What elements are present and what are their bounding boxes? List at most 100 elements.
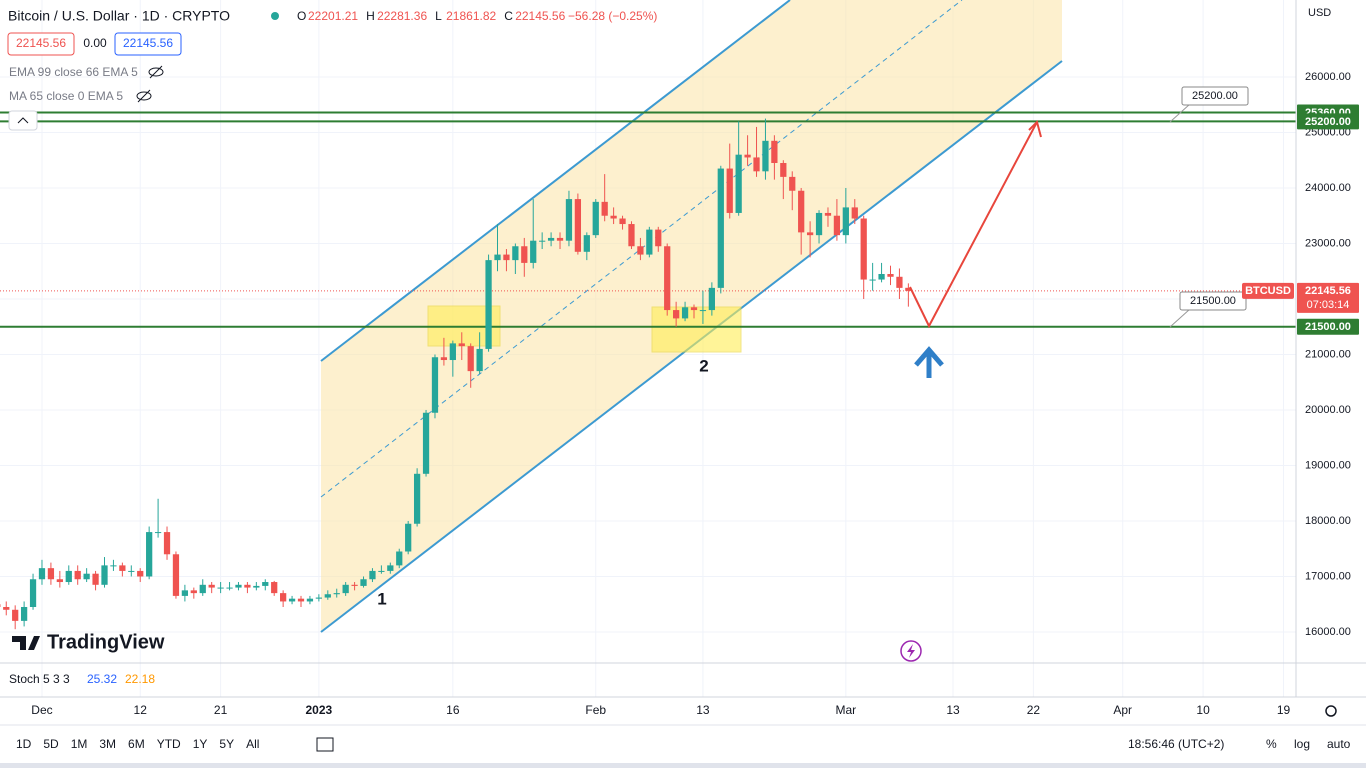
collapse-button[interactable] (9, 111, 37, 130)
candle-body (834, 216, 840, 235)
candle-body (441, 357, 447, 360)
x-tick-label: Apr (1113, 703, 1132, 717)
candle-body (360, 579, 366, 586)
y-tick-label: 19000.00 (1305, 459, 1351, 471)
candle-body (789, 177, 795, 191)
candle-body (727, 169, 733, 213)
range-button[interactable]: All (246, 737, 259, 751)
candle-body (709, 288, 715, 310)
clock: 18:56:46 (UTC+2) (1128, 737, 1224, 751)
candle-body (101, 565, 107, 584)
bid[interactable]: 22145.56 (16, 36, 66, 50)
candle-body (655, 230, 661, 247)
candle-body (512, 246, 518, 260)
y-tick-label: 17000.00 (1305, 570, 1351, 582)
bottom-strip (0, 763, 1366, 768)
candle-body (155, 532, 161, 533)
candle-body (235, 585, 241, 588)
range-button[interactable]: 3M (99, 737, 116, 751)
candle-body (539, 241, 545, 242)
candle-body (602, 202, 608, 216)
candle-body (753, 157, 759, 171)
candle-body (744, 155, 750, 158)
ohlc-key: O (297, 9, 306, 23)
candle-body (200, 585, 206, 593)
x-tick-label: 22 (1027, 703, 1041, 717)
candle-body (557, 238, 563, 241)
candle-body (369, 571, 375, 579)
x-tick-label: 13 (696, 703, 710, 717)
y-tick-label: 16000.00 (1305, 626, 1351, 638)
candle-body (289, 599, 295, 602)
x-tick-label: 16 (446, 703, 460, 717)
candle-body (280, 593, 286, 601)
candle-body (146, 532, 152, 576)
range-button[interactable]: 6M (128, 737, 145, 751)
candle-body (593, 202, 599, 235)
candle-body (771, 141, 777, 163)
callout: 25200.00 (1192, 90, 1238, 102)
range-button[interactable]: 5D (43, 737, 59, 751)
candle-body (307, 599, 313, 602)
indicator[interactable]: MA 65 close 0 EMA 5 (9, 89, 123, 103)
candle-body (825, 213, 831, 216)
x-tick-label: 12 (134, 703, 148, 717)
candle-body (816, 213, 822, 235)
candle-body (584, 235, 590, 252)
option[interactable]: log (1294, 737, 1310, 751)
x-tick-label: 13 (946, 703, 960, 717)
y-tick-label: 26000.00 (1305, 71, 1351, 83)
candle-body (610, 216, 616, 219)
candle-body (343, 585, 349, 593)
candle-body (253, 586, 259, 588)
y-tick-label: 21000.00 (1305, 348, 1351, 360)
annotation: 1 (377, 589, 386, 608)
option[interactable]: auto (1327, 737, 1351, 751)
x-tick-label: Mar (836, 703, 857, 717)
candle-body (887, 274, 893, 277)
y-tick-label: 18000.00 (1305, 515, 1351, 527)
range-button[interactable]: 1M (71, 737, 88, 751)
indicator[interactable]: EMA 99 close 66 EMA 5 (9, 65, 138, 79)
countdown: 07:03:14 (1307, 299, 1350, 311)
range-button[interactable]: 1Y (193, 737, 208, 751)
range-button[interactable]: 1D (16, 737, 32, 751)
candle-body (405, 524, 411, 552)
candle-body (119, 565, 125, 571)
currency[interactable]: USD (1308, 7, 1331, 19)
x-tick-label: 21 (214, 703, 228, 717)
candle-body (432, 357, 438, 412)
candle-body (39, 568, 45, 579)
candle-body (173, 554, 179, 596)
ask[interactable]: 22145.56 (123, 36, 173, 50)
range-button[interactable]: 5Y (219, 737, 234, 751)
ohlc-value: 21861.82 (446, 9, 496, 23)
candle-body (852, 207, 858, 218)
candle-body (48, 568, 54, 579)
ohlc-value: 22281.36 (377, 9, 427, 23)
candle-body (271, 582, 277, 593)
ohlc-value: 22145.56 (515, 9, 565, 23)
y-tick-label: 24000.00 (1305, 182, 1351, 194)
candle-body (628, 224, 634, 246)
x-tick-label: 19 (1277, 703, 1291, 717)
y-tick-label: 23000.00 (1305, 237, 1351, 249)
candle-body (209, 585, 215, 588)
range-toolbar: 1D 5D 1M 3M 6M YTD 1Y 5Y All (16, 737, 259, 751)
range-button[interactable]: YTD (157, 737, 181, 751)
candle-body (861, 219, 867, 280)
candle-body (75, 571, 81, 579)
candle-body (396, 552, 402, 566)
status-dot (271, 12, 279, 20)
candle-body (503, 255, 509, 261)
y-tick-label: 20000.00 (1305, 404, 1351, 416)
candle-body (66, 571, 72, 582)
stoch-name: Stoch 5 3 3 (9, 672, 70, 686)
candle-body (414, 474, 420, 524)
option[interactable]: % (1266, 737, 1277, 751)
candle-body (485, 260, 491, 349)
x-tick-label: 2023 (306, 703, 333, 717)
candle-body (798, 191, 804, 233)
candle-body (691, 307, 697, 310)
